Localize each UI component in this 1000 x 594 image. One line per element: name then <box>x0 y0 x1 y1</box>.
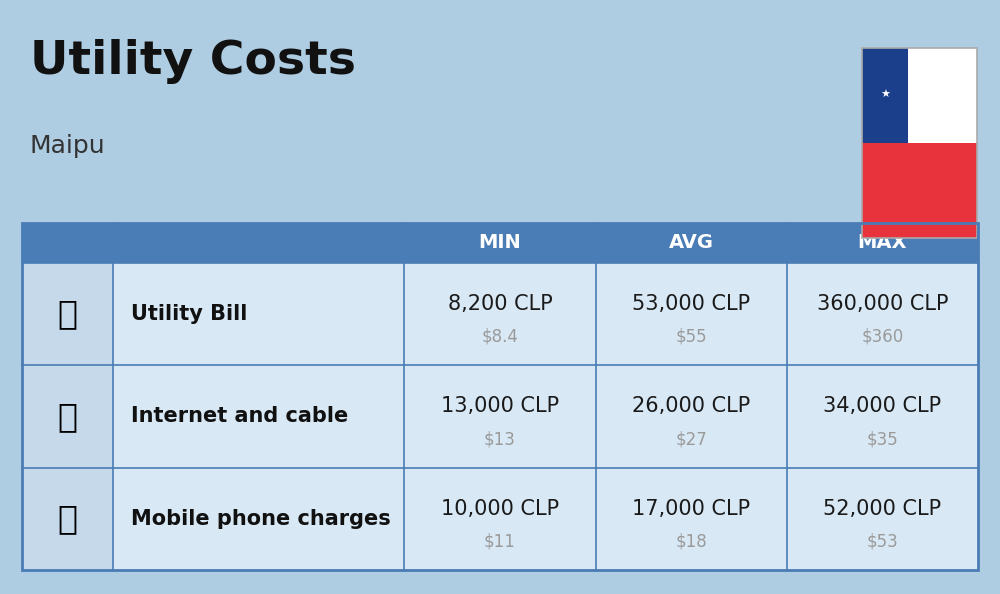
Bar <box>862 48 977 143</box>
Text: $11: $11 <box>484 533 516 551</box>
Text: 52,000 CLP: 52,000 CLP <box>823 499 941 519</box>
Bar <box>404 263 596 365</box>
Text: Utility Costs: Utility Costs <box>30 39 356 84</box>
Text: ★: ★ <box>880 90 890 100</box>
Bar <box>596 263 787 365</box>
Text: 17,000 CLP: 17,000 CLP <box>632 499 750 519</box>
Text: 🔧: 🔧 <box>57 298 77 330</box>
Bar <box>862 48 977 238</box>
Bar <box>404 467 596 570</box>
Text: 53,000 CLP: 53,000 CLP <box>632 293 750 314</box>
Bar <box>787 263 978 365</box>
Text: $55: $55 <box>675 327 707 346</box>
Text: Maipu: Maipu <box>30 134 106 157</box>
Bar <box>22 365 113 467</box>
Text: $35: $35 <box>867 430 898 448</box>
Bar <box>862 143 977 238</box>
Bar <box>787 365 978 467</box>
Bar <box>22 223 978 263</box>
Bar <box>787 467 978 570</box>
Bar <box>113 467 404 570</box>
Text: 📱: 📱 <box>57 503 77 535</box>
Bar <box>113 365 404 467</box>
Text: Utility Bill: Utility Bill <box>131 304 247 324</box>
Text: $360: $360 <box>861 327 904 346</box>
Text: 10,000 CLP: 10,000 CLP <box>441 499 559 519</box>
Text: $53: $53 <box>867 533 898 551</box>
Text: 360,000 CLP: 360,000 CLP <box>817 293 948 314</box>
Text: $27: $27 <box>675 430 707 448</box>
Text: AVG: AVG <box>669 233 714 252</box>
Text: MAX: MAX <box>858 233 907 252</box>
Bar <box>22 263 113 365</box>
Text: $8.4: $8.4 <box>482 327 518 346</box>
Bar <box>404 365 596 467</box>
Text: Internet and cable: Internet and cable <box>131 406 348 426</box>
Text: MIN: MIN <box>479 233 521 252</box>
Bar <box>862 48 908 143</box>
Text: $18: $18 <box>675 533 707 551</box>
Text: 26,000 CLP: 26,000 CLP <box>632 396 750 416</box>
Text: 8,200 CLP: 8,200 CLP <box>448 293 552 314</box>
Text: 13,000 CLP: 13,000 CLP <box>441 396 559 416</box>
Text: $13: $13 <box>484 430 516 448</box>
Bar <box>596 365 787 467</box>
Bar <box>22 223 978 570</box>
Text: Mobile phone charges: Mobile phone charges <box>131 509 391 529</box>
Bar <box>596 467 787 570</box>
Bar <box>113 263 404 365</box>
Bar <box>22 467 113 570</box>
Text: 📡: 📡 <box>57 400 77 433</box>
Text: 34,000 CLP: 34,000 CLP <box>823 396 941 416</box>
